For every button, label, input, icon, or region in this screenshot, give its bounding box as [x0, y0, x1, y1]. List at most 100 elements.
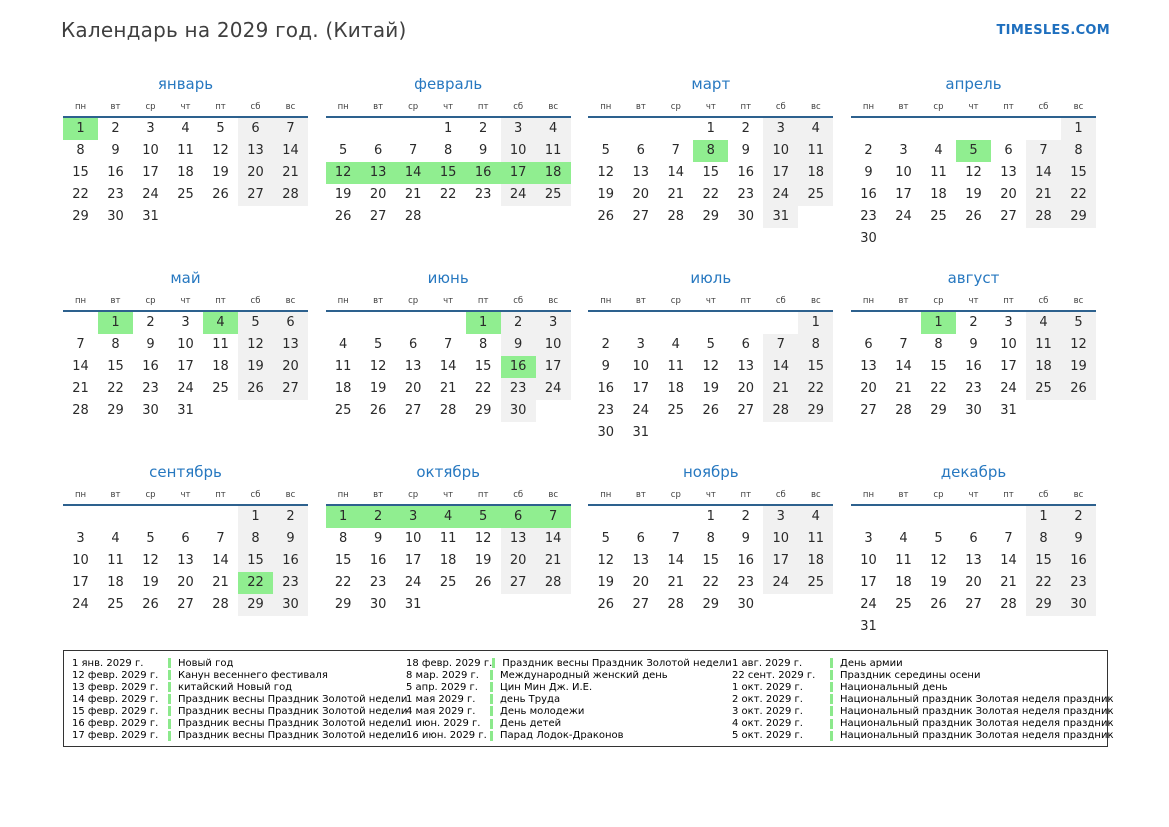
month-title: апрель	[945, 75, 1002, 93]
month-4: апрель пн вт ср чт пт сб вс 1 2 3 4 5 6 7 8 9 10 11 12 13 14 1…	[850, 74, 1096, 268]
page-title: Календарь на 2029 год. (Китай)	[61, 18, 407, 42]
weekday-label: ср	[145, 490, 156, 500]
weekday-label: пт	[1003, 102, 1014, 112]
day-cell	[168, 206, 203, 228]
day-cell: 30	[142, 403, 159, 418]
day-cell: 7	[671, 143, 680, 158]
day-cell: 23	[1060, 572, 1096, 594]
day-cell: 7	[216, 531, 225, 546]
year-calendar-grid: январь пн вт ср чт пт сб вс 1 2 3 4 5 6 7 8 9 10 11 12 13 14 1…	[63, 74, 1096, 656]
day-cell: 26	[212, 187, 229, 202]
legend-date: 17 февр. 2029 г.	[72, 730, 159, 742]
day-cell	[956, 118, 991, 140]
holiday-marker-icon	[168, 730, 171, 741]
day-cell	[886, 506, 921, 528]
week-row: 5 6 7 8 9 10 11	[326, 140, 571, 162]
day-cell: 18	[798, 550, 834, 572]
day-cell: 30	[1060, 594, 1096, 616]
legend-item: 8 мар. 2029 г. Международный женский день	[406, 669, 732, 681]
day-cell: 5	[146, 531, 155, 546]
legend-column: 1 янв. 2029 г. Новый год 12 февр. 2029 г. К…	[72, 657, 407, 746]
day-cell	[991, 118, 1026, 140]
day-cell: 4	[671, 337, 680, 352]
weekday-label: пт	[215, 490, 226, 500]
day-cell: 3	[1004, 315, 1013, 330]
day-cell	[501, 594, 536, 616]
day-cell	[536, 400, 571, 422]
day-cell: 19	[1060, 356, 1096, 378]
day-cell: 19	[930, 575, 947, 590]
weekday-label: пн	[74, 296, 87, 306]
day-cell: 22	[107, 381, 124, 396]
day-cell: 12	[369, 359, 387, 374]
day-cell: 18	[177, 165, 194, 180]
day-cell: 5	[601, 143, 610, 158]
day-cell: 28	[1025, 206, 1061, 228]
weekday-label: сб	[775, 296, 786, 306]
day-cell: 28	[763, 400, 799, 422]
holiday-marker-icon	[490, 670, 493, 681]
day-cell: 16	[860, 187, 877, 202]
weekday-label: ср	[408, 102, 419, 112]
day-cell: 27	[965, 597, 982, 612]
weekday-header-row: пн вт ср чт пт сб вс	[588, 295, 834, 312]
legend-item: 22 сент. 2029 г. Праздник середины осени	[732, 669, 1114, 681]
site-link[interactable]: TIMESLES.COM	[996, 23, 1110, 38]
day-cell	[956, 616, 991, 638]
day-cell: 4	[934, 143, 943, 158]
holiday-marker-icon	[168, 706, 171, 717]
day-cell: 16	[1060, 550, 1096, 572]
weekday-label: ср	[670, 490, 681, 500]
day-cell: 28	[1000, 597, 1017, 612]
day-cell	[396, 312, 431, 334]
day-cell: 28	[667, 597, 685, 612]
day-cell: 22	[334, 575, 352, 590]
day-cell: 22	[1060, 184, 1096, 206]
day-cell: 10	[535, 334, 571, 356]
day-cell: 20	[1000, 187, 1017, 202]
day-cell: 16	[597, 381, 615, 396]
day-cell: 3	[763, 506, 799, 528]
day-cell: 22	[798, 378, 834, 400]
day-cell: 29	[72, 209, 89, 224]
day-cell	[588, 506, 623, 528]
day-cell: 7	[1025, 140, 1061, 162]
day-cell: 3	[500, 118, 536, 140]
day-cell: 2	[273, 506, 308, 528]
holiday-marker-icon	[830, 694, 833, 705]
month-title: декабрь	[940, 463, 1007, 481]
weekday-label: вс	[1073, 296, 1084, 306]
day-cell: 15	[430, 162, 466, 184]
day-cell: 11	[798, 140, 834, 162]
legend-item: 4 окт. 2029 г. Национальный праздник Золо…	[732, 717, 1114, 729]
day-cell: 25	[667, 403, 685, 418]
day-cell: 11	[439, 531, 457, 546]
legend-item: 15 февр. 2029 г. Праздник весны Праздник …	[72, 705, 407, 717]
month-9: сентябрь пн вт ср чт пт сб вс 1 2 3 4 5 6 7 8 9 10 11 12 13 1…	[63, 462, 308, 656]
week-row: 8 9 10 11 12 13 14	[63, 140, 308, 162]
legend-date: 4 мая 2029 г.	[406, 705, 476, 717]
day-cell: 18	[439, 553, 457, 568]
day-cell: 27	[632, 209, 650, 224]
day-cell: 14	[535, 528, 571, 550]
week-row: 28 29 30 31	[63, 400, 308, 422]
week-row: 20 21 22 23 24 25 26	[851, 378, 1096, 400]
day-cell: 23	[142, 381, 159, 396]
holiday-marker-icon	[168, 682, 171, 693]
day-cell: 8	[238, 528, 273, 550]
day-cell: 31	[1000, 403, 1017, 418]
weekday-label: пн	[337, 102, 349, 112]
day-cell	[1061, 400, 1096, 422]
day-cell	[63, 312, 98, 334]
legend-item: 1 авг. 2029 г. День армии	[732, 657, 1114, 669]
day-cell	[1026, 400, 1061, 422]
week-row: 12 13 14 15 16 17 18	[588, 162, 834, 184]
day-cell: 28	[895, 403, 912, 418]
legend-date: 8 мар. 2029 г.	[406, 669, 479, 681]
day-cell: 23	[273, 572, 308, 594]
day-cell: 18	[895, 575, 912, 590]
day-cell: 14	[72, 359, 89, 374]
day-cell: 26	[702, 403, 720, 418]
day-cell: 7	[76, 337, 85, 352]
